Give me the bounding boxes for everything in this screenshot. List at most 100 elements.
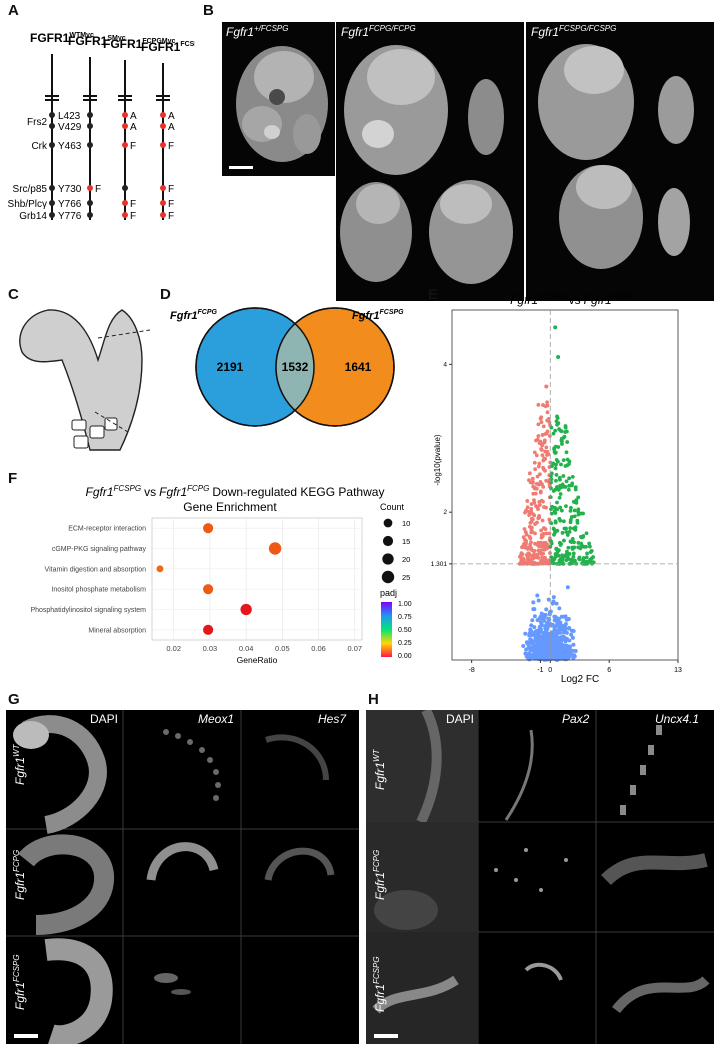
count-legend-label: 15 [402,537,410,546]
site-label: Src/p85 [13,184,48,195]
volcano-point [543,651,548,656]
site-dot [160,200,166,206]
volcano-point [540,518,545,523]
volcano-point [544,629,549,634]
volcano-point [557,475,562,480]
volcano-point [535,644,540,649]
volcano-point [535,505,540,510]
padj-legend-label: 0.25 [398,640,412,647]
volcano-point [550,601,555,606]
volcano-point [544,384,549,389]
volcano-point [571,499,576,504]
wt-site-dot [49,200,55,206]
volcano-point [585,559,589,564]
volcano-point [529,623,534,628]
volcano-plot: Fgfr1FCSPG vs Fgfr1FCPG -log10(pvalue) Log… [431,292,682,685]
volcano-point [566,487,571,492]
mutation-letter: F [130,199,136,210]
volcano-point [543,404,548,409]
kegg-xtick-label: 0.02 [166,644,181,653]
volcano-point [527,471,532,476]
volcano-point [564,636,569,641]
volcano-point [576,545,581,550]
site-label: Shb/Plcγ [8,199,47,210]
volcano-point [563,621,568,626]
volcano-point [588,550,593,555]
volcano-point [565,554,570,559]
volcano-point [560,634,565,639]
volcano-point [564,504,568,509]
volcano-point [570,547,575,551]
volcano-point [530,618,535,623]
padj-legend-label: 0.00 [398,653,412,660]
volcano-point [539,647,544,652]
volcano-point [553,615,558,620]
volcano-point [537,513,541,518]
volcano-point [539,643,544,648]
mutation-letter: F [130,211,136,222]
volcano-point [559,614,564,619]
volcano-point [540,555,545,560]
volcano-point [537,544,541,549]
volcano-point [564,479,569,484]
volcano-point [553,466,558,471]
volcano-point [557,540,562,545]
volcano-point [542,456,547,461]
volcano-point [541,424,546,429]
volcano-point [538,490,543,495]
volcano-point [554,601,559,606]
volcano-point [545,400,550,405]
volcano-point [552,509,557,514]
volcano-point [577,556,581,561]
g-column-meox1: Meox1 [198,712,235,726]
panel-letter-b: B [203,2,214,19]
volcano-point [548,640,553,645]
residue-label: Y730 [58,184,82,195]
venn-right-label: Fgfr1FCSPG [352,309,404,322]
embryo-image-fcpg-homozygote [336,22,524,301]
volcano-point [576,540,581,545]
volcano-point [525,499,530,503]
construct-title: FGFR1WTMyc [30,31,94,45]
volcano-ytick-label: 2 [443,509,447,516]
site-label: Crk [31,141,48,152]
wt-site-dot [49,185,55,191]
volcano-point [528,558,533,563]
volcano-point [535,474,540,479]
volcano-point [567,462,571,466]
volcano-point [520,545,524,550]
volcano-xtick-label: 13 [674,667,682,674]
volcano-point [567,561,572,566]
volcano-point [551,595,556,600]
volcano-point [544,531,549,536]
volcano-point [543,527,548,532]
volcano-point [542,615,547,620]
site-dot [87,142,93,148]
volcano-point [581,558,586,563]
embryo-image-heterozygote [222,22,335,176]
volcano-point [548,495,553,500]
kegg-title-line1: Fgfr1FCSPG vs Fgfr1FCPG Down-regulated KEGG… [86,484,385,499]
volcano-point [535,520,539,525]
volcano-point [568,526,573,530]
kegg-xtick-label: 0.03 [203,644,218,653]
site-dot [87,212,93,218]
volcano-point [539,447,544,451]
volcano-point [553,450,558,455]
volcano-point [533,467,538,472]
volcano-point [533,635,538,640]
kegg-dot [203,584,214,595]
scale-bar-h [374,1034,398,1038]
volcano-point [558,626,563,631]
kegg-category-label: Vitamin digestion and absorption [45,566,147,573]
volcano-point [541,465,546,470]
volcano-point [543,542,548,547]
volcano-point [549,480,553,485]
g-column-hes7: Hes7 [318,712,347,726]
panel-h-image-grid [366,710,714,1044]
construct-title: FGFR1FCSPGMyc [141,40,195,54]
volcano-point [528,640,533,645]
volcano-point [568,505,573,510]
volcano-point [572,653,577,658]
volcano-point [528,542,533,547]
